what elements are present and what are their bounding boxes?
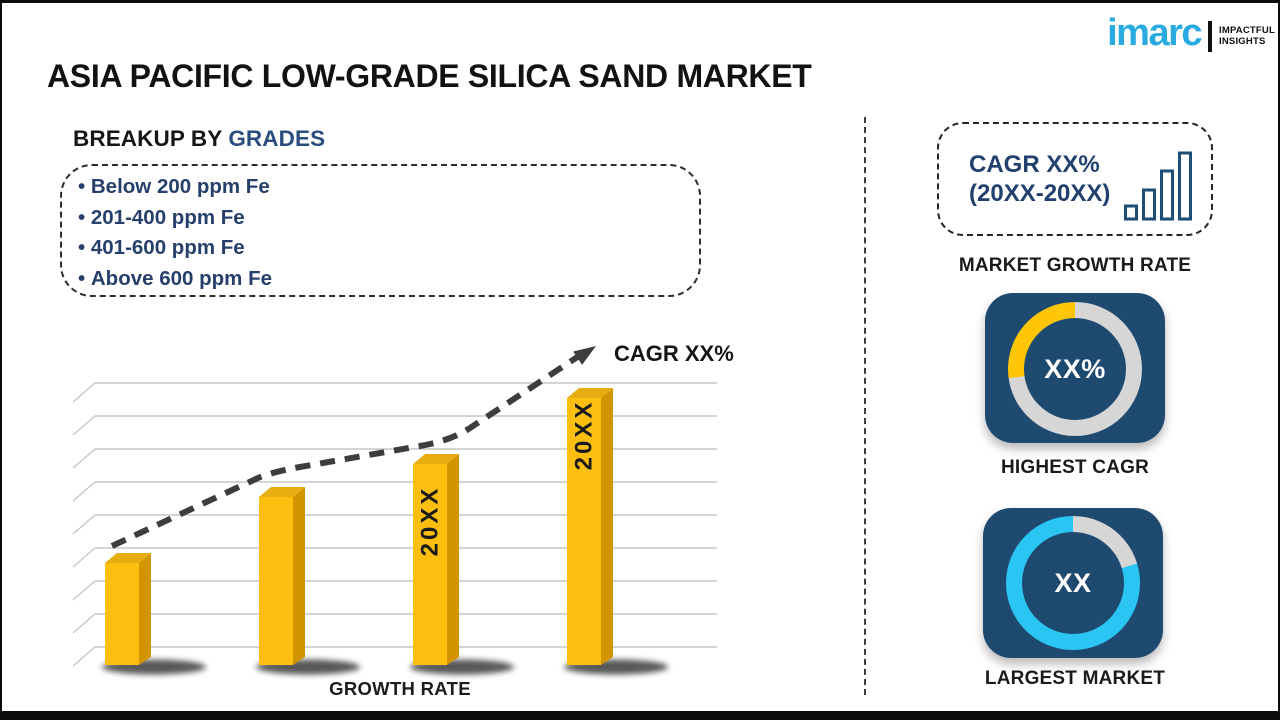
largest-market-value: XX [1054,567,1092,598]
grades-list-item: Below 200 ppm Fe [78,172,272,203]
growth-rate-bar-chart: 20XX 20XX [72,346,717,675]
logo-tagline-line2: INSIGHTS [1219,36,1266,47]
highest-cagr-label: HIGHEST CAGR [1000,457,1150,478]
imarc-logo: imarc IMPACTFUL INSIGHTS [1107,13,1275,53]
highest-cagr-donut-icon: XX% [1008,302,1142,436]
cagr-trend-arrow [110,346,596,549]
logo-tagline-line1: IMPACTFUL [1219,25,1275,36]
breakup-heading-highlight: GRADES [228,126,326,151]
breakup-heading-prefix: BREAKUP BY [73,126,229,151]
market-growth-rate-card: CAGR XX% (20XX-20XX) [937,122,1213,236]
largest-market-card: XX [983,508,1163,658]
grades-list-item: 201-400 ppm Fe [78,203,272,234]
cagr-annotation: CAGR XX% [614,341,734,366]
bar3-year-label: 20XX [416,486,443,557]
donut-hole: XX% [1024,318,1126,420]
largest-market-label: LARGEST MARKET [984,668,1166,689]
arrowhead-icon [573,346,596,365]
imarc-logo-wordmark: imarc [1107,12,1202,54]
frame-top-edge [0,0,1280,3]
market-growth-rate-label: MARKET GROWTH RATE [958,255,1192,276]
grades-list-item: 401-600 ppm Fe [78,233,272,264]
bars-group [105,388,613,665]
grades-breakup-box [60,164,701,297]
chart-gridlines [72,382,717,667]
breakup-heading: BREAKUP BY GRADES [73,126,325,152]
bar-3d [259,487,305,665]
grades-list-item: Above 600 ppm Fe [78,264,272,295]
logo-tagline: IMPACTFUL INSIGHTS [1219,25,1275,47]
largest-market-donut-icon: XX [1006,516,1140,650]
frame-bottom-edge [0,711,1280,720]
panel-divider [864,117,866,695]
bar-3d [105,553,151,665]
highest-cagr-value: XX% [1044,353,1106,384]
grades-list: Below 200 ppm Fe 201-400 ppm Fe 401-600 … [78,172,272,294]
donut-hole: XX [1022,532,1124,634]
cagr-card-line2: (20XX-20XX) [969,180,1111,207]
bar-3d [567,388,613,665]
page-title: ASIA PACIFIC LOW-GRADE SILICA SAND MARKE… [47,58,812,94]
cagr-card-text: CAGR XX% (20XX-20XX) [939,150,1110,208]
cagr-card-line1: CAGR XX% [969,151,1100,178]
chart-xaxis-label: GROWTH RATE [329,678,471,699]
bar4-year-label: 20XX [570,400,597,471]
bar-3d [413,454,459,665]
logo-divider [1208,20,1213,52]
highest-cagr-card: XX% [985,293,1165,443]
bar-growth-icon [1124,151,1193,221]
